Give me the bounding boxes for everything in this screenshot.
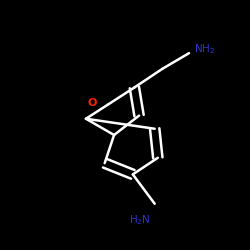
Text: NH$_2$: NH$_2$ xyxy=(194,42,215,56)
Text: H$_2$N: H$_2$N xyxy=(129,214,151,227)
Text: O: O xyxy=(88,98,97,108)
